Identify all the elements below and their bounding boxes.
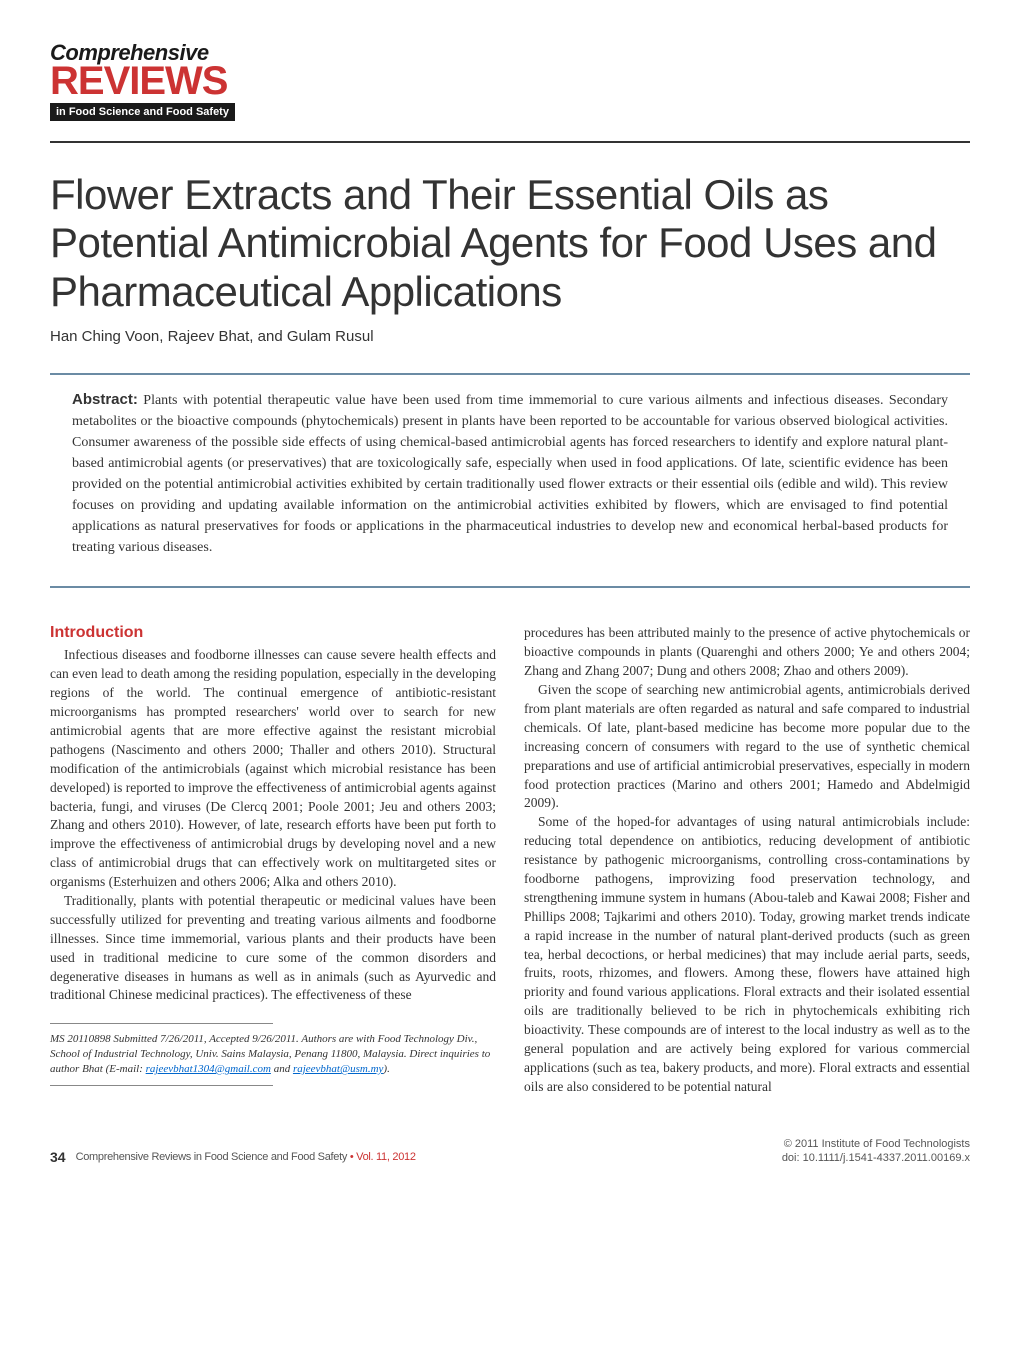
footer-volume: Vol. 11, 2012 [356, 1151, 416, 1163]
article-authors: Han Ching Voon, Rajeev Bhat, and Gulam R… [50, 328, 970, 345]
body-columns: Introduction Infectious diseases and foo… [50, 624, 970, 1096]
author-email-link-2[interactable]: rajeevbhat@usm.my [293, 1063, 383, 1075]
body-paragraph: Some of the hoped-for advantages of usin… [524, 813, 970, 1096]
abstract-body: Plants with potential therapeutic value … [72, 393, 948, 556]
footer-left: 34 Comprehensive Reviews in Food Science… [50, 1149, 416, 1165]
separator: and [271, 1063, 293, 1075]
body-paragraph: Infectious diseases and foodborne illnes… [50, 646, 496, 892]
author-note: MS 20110898 Submitted 7/26/2011, Accepte… [50, 1032, 496, 1077]
body-paragraph: procedures has been attributed mainly to… [524, 624, 970, 681]
page-footer: 34 Comprehensive Reviews in Food Science… [50, 1137, 970, 1166]
column-left: Introduction Infectious diseases and foo… [50, 624, 496, 1096]
logo-tagline: in Food Science and Food Safety [50, 103, 235, 121]
abstract-block: Abstract: Plants with potential therapeu… [50, 389, 970, 573]
abstract-label: Abstract: [72, 391, 138, 408]
author-email-link-1[interactable]: rajeevbhat1304@gmail.com [146, 1063, 271, 1075]
logo-word-2: REVIEWS [50, 61, 970, 101]
author-note-rule-bottom [50, 1085, 273, 1086]
page-number: 34 [50, 1149, 66, 1165]
journal-title: Comprehensive Reviews in Food Science an… [76, 1151, 347, 1163]
manuscript-info: MS 20110898 Submitted 7/26/2011, Accepte… [50, 1033, 299, 1045]
body-paragraph: Traditionally, plants with potential the… [50, 892, 496, 1005]
footer-copyright: © 2011 Institute of Food Technologists [782, 1137, 970, 1151]
footer-bullet: • [347, 1151, 356, 1163]
header-rule [50, 141, 970, 143]
section-heading-introduction: Introduction [50, 624, 496, 642]
journal-logo: Comprehensive REVIEWS in Food Science an… [50, 40, 970, 121]
article-title: Flower Extracts and Their Essential Oils… [50, 171, 970, 316]
author-note-rule-top [50, 1023, 273, 1024]
abstract-text: Abstract: Plants with potential therapeu… [72, 389, 948, 559]
abstract-rule-bottom [50, 586, 970, 588]
abstract-rule-top [50, 373, 970, 375]
footer-journal-name: Comprehensive Reviews in Food Science an… [76, 1151, 416, 1163]
body-paragraph: Given the scope of searching new antimic… [524, 681, 970, 813]
footer-right: © 2011 Institute of Food Technologists d… [782, 1137, 970, 1166]
footer-doi: doi: 10.1111/j.1541-4337.2011.00169.x [782, 1151, 970, 1165]
column-right: procedures has been attributed mainly to… [524, 624, 970, 1096]
close-paren: ). [383, 1063, 389, 1075]
